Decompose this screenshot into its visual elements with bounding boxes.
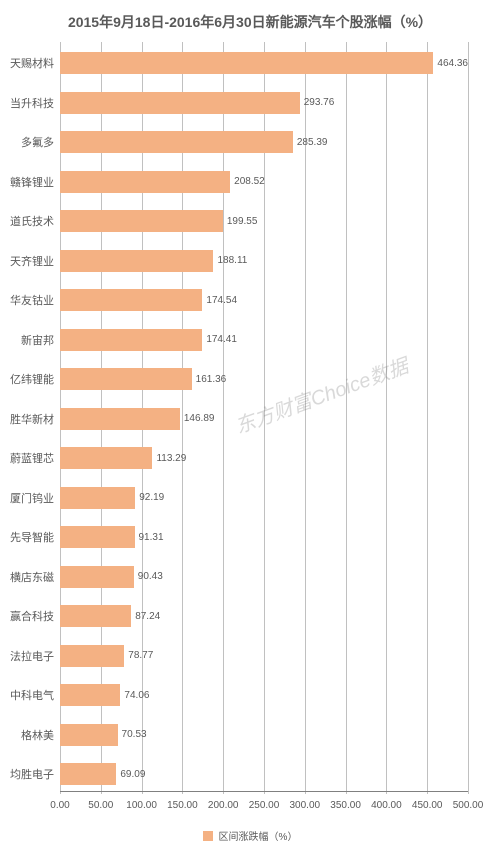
bar-row: 新宙邦174.41 — [60, 329, 468, 351]
legend-swatch — [203, 831, 213, 841]
x-tick-label: 100.00 — [126, 800, 157, 811]
bar-value-label: 208.52 — [234, 176, 265, 187]
bar-value-label: 293.76 — [304, 97, 335, 108]
bar — [60, 408, 180, 430]
legend: 区间涨跌幅（%） — [0, 828, 500, 843]
bar-row: 当升科技293.76 — [60, 92, 468, 114]
bar-value-label: 74.06 — [124, 690, 149, 701]
bar-value-label: 464.36 — [437, 58, 468, 69]
bar — [60, 526, 135, 548]
bar-value-label: 174.41 — [206, 334, 237, 345]
bar-value-label: 188.11 — [217, 255, 247, 266]
bar-row: 天赐材料464.36 — [60, 52, 468, 74]
legend-label: 区间涨跌幅（%） — [219, 828, 298, 843]
bar-value-label: 78.77 — [128, 650, 153, 661]
bar-category-label: 多氟多 — [21, 134, 54, 150]
bar-value-label: 161.36 — [196, 374, 227, 385]
x-tick-label: 450.00 — [412, 800, 443, 811]
bar-row: 赣锋锂业208.52 — [60, 171, 468, 193]
x-tick-label: 200.00 — [208, 800, 239, 811]
bar-category-label: 赢合科技 — [10, 608, 54, 624]
bar-value-label: 87.24 — [135, 611, 160, 622]
bar — [60, 368, 192, 390]
x-axis-line — [60, 791, 468, 792]
bar — [60, 52, 433, 74]
bar-category-label: 蔚蓝锂芯 — [10, 450, 54, 466]
bar-row: 多氟多285.39 — [60, 131, 468, 153]
bar — [60, 131, 293, 153]
bar — [60, 250, 213, 272]
bar-row: 厦门钨业92.19 — [60, 487, 468, 509]
bar-category-label: 均胜电子 — [10, 766, 54, 782]
bar-category-label: 当升科技 — [10, 95, 54, 111]
bar-row: 亿纬锂能161.36 — [60, 368, 468, 390]
bar-value-label: 199.55 — [227, 216, 258, 227]
x-tick-label: 50.00 — [88, 800, 113, 811]
bar-category-label: 胜华新材 — [10, 411, 54, 427]
bar — [60, 645, 124, 667]
bar-value-label: 92.19 — [139, 492, 164, 503]
chart-container: 2015年9月18日-2016年6月30日新能源汽车个股涨幅（%） 天赐材料46… — [0, 0, 500, 854]
bar — [60, 724, 118, 746]
bar-row: 均胜电子69.09 — [60, 763, 468, 785]
bar-category-label: 厦门钨业 — [10, 490, 54, 506]
bar-value-label: 90.43 — [138, 571, 163, 582]
bar-category-label: 法拉电子 — [10, 648, 54, 664]
bar-row: 蔚蓝锂芯113.29 — [60, 447, 468, 469]
bar-row: 格林美70.53 — [60, 724, 468, 746]
bar-row: 胜华新材146.89 — [60, 408, 468, 430]
bar-row: 道氏技术199.55 — [60, 210, 468, 232]
bar-value-label: 113.29 — [156, 453, 186, 464]
bar — [60, 210, 223, 232]
bar-category-label: 亿纬锂能 — [10, 371, 54, 387]
x-tick-label: 350.00 — [330, 800, 361, 811]
bar-row: 法拉电子78.77 — [60, 645, 468, 667]
bar-category-label: 华友钴业 — [10, 292, 54, 308]
bar-row: 华友钴业174.54 — [60, 289, 468, 311]
bar-category-label: 横店东磁 — [10, 569, 54, 585]
plot-area: 天赐材料464.36 当升科技293.76 多氟多285.39 赣锋锂业208.52 道… — [60, 42, 468, 794]
bar-category-label: 中科电气 — [10, 687, 54, 703]
bar — [60, 329, 202, 351]
bar — [60, 684, 120, 706]
bar — [60, 289, 202, 311]
x-tick-label: 250.00 — [249, 800, 280, 811]
bar-category-label: 天齐锂业 — [10, 253, 54, 269]
bar-value-label: 285.39 — [297, 137, 328, 148]
bar-row: 横店东磁90.43 — [60, 566, 468, 588]
bar-value-label: 70.53 — [122, 729, 147, 740]
x-tick-label: 0.00 — [50, 800, 69, 811]
bar — [60, 171, 230, 193]
bar-category-label: 格林美 — [21, 727, 54, 743]
bar-value-label: 91.31 — [139, 532, 164, 543]
x-tick-label: 400.00 — [371, 800, 402, 811]
x-tick-label: 500.00 — [453, 800, 484, 811]
bar-row: 中科电气74.06 — [60, 684, 468, 706]
x-tick-label: 150.00 — [167, 800, 198, 811]
bar-category-label: 先导智能 — [10, 529, 54, 545]
grid-line — [468, 42, 469, 794]
x-tick-label: 300.00 — [290, 800, 321, 811]
bar-category-label: 赣锋锂业 — [10, 174, 54, 190]
bar-value-label: 146.89 — [184, 413, 215, 424]
bar — [60, 487, 135, 509]
bar-value-label: 69.09 — [120, 769, 145, 780]
bar — [60, 763, 116, 785]
bar-value-label: 174.54 — [206, 295, 237, 306]
bar-row: 赢合科技87.24 — [60, 605, 468, 627]
bar — [60, 566, 134, 588]
bar-row: 天齐锂业188.11 — [60, 250, 468, 272]
chart-title: 2015年9月18日-2016年6月30日新能源汽车个股涨幅（%） — [18, 12, 482, 32]
bar-category-label: 新宙邦 — [21, 332, 54, 348]
bar — [60, 92, 300, 114]
bar-category-label: 道氏技术 — [10, 213, 54, 229]
bar-row: 先导智能91.31 — [60, 526, 468, 548]
bar — [60, 605, 131, 627]
bar-category-label: 天赐材料 — [10, 55, 54, 71]
bar — [60, 447, 152, 469]
